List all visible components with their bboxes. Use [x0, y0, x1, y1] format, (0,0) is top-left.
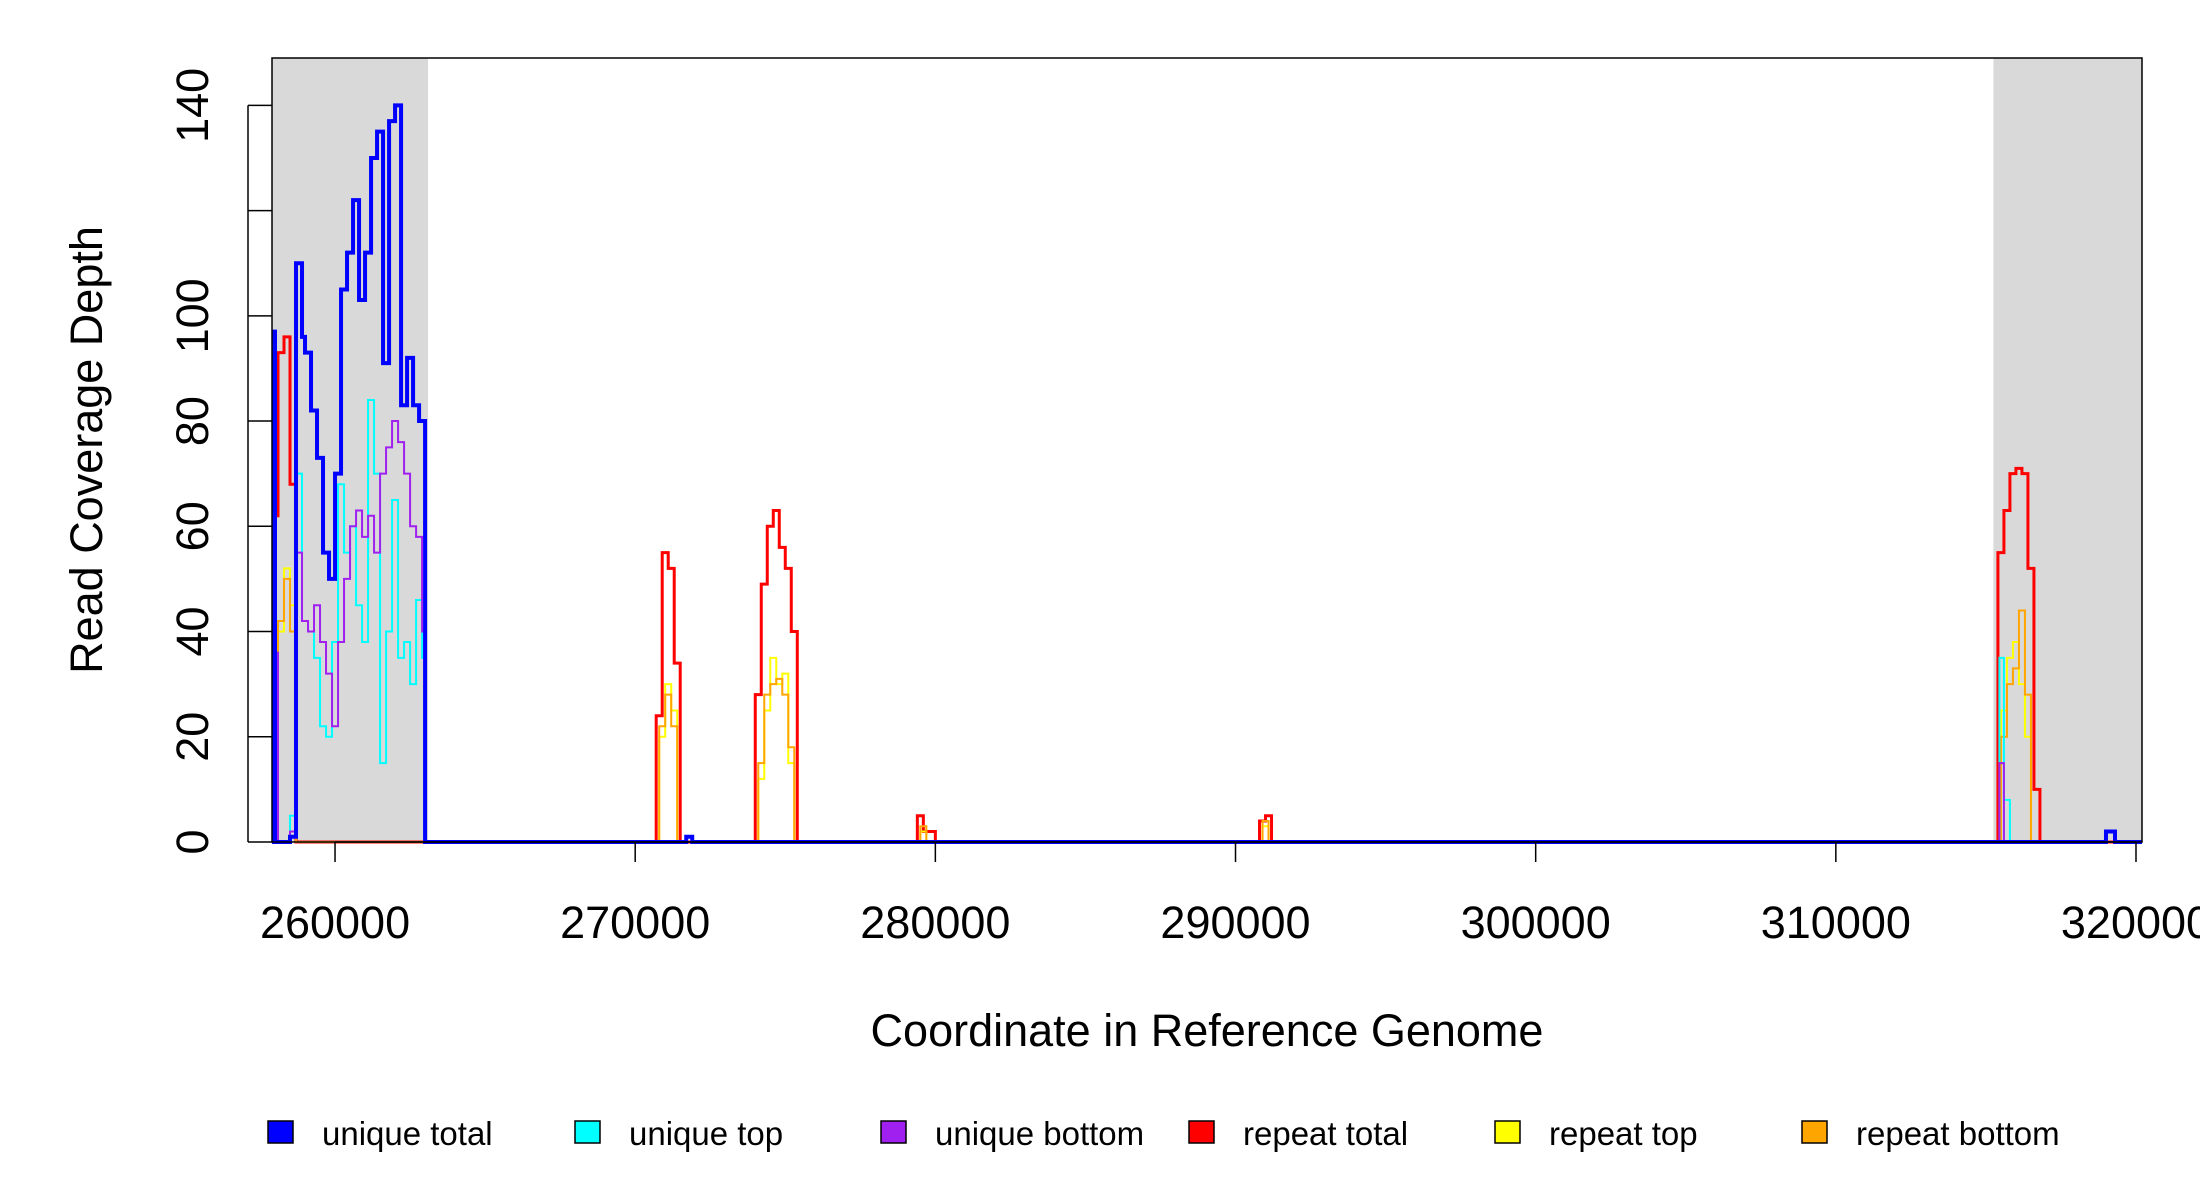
- y-tick-label: 0: [167, 829, 218, 854]
- x-tick-label: 320000: [2061, 897, 2200, 948]
- x-tick-label: 310000: [1761, 897, 1911, 948]
- series-lines: [271, 103, 2142, 844]
- legend-item: unique total: [267, 1115, 493, 1152]
- legend-swatch: [1188, 1120, 1215, 1144]
- x-tick-label: 260000: [260, 897, 410, 948]
- legend-item: unique bottom: [880, 1115, 1144, 1152]
- legend-label: unique top: [629, 1115, 783, 1152]
- y-tick-label: 80: [167, 396, 218, 446]
- y-tick-label: 20: [167, 712, 218, 762]
- legend-label: repeat bottom: [1856, 1115, 2060, 1152]
- legend: unique total unique top unique bottom repea…: [267, 1115, 2060, 1152]
- plot-frame: [271, 57, 2143, 843]
- y-axis-title: Read Coverage Depth: [61, 226, 112, 674]
- x-tick-label: 270000: [560, 897, 710, 948]
- legend-item: repeat top: [1494, 1115, 1698, 1152]
- legend-swatch: [880, 1120, 907, 1144]
- legend-label: unique bottom: [935, 1115, 1144, 1152]
- x-tick-label: 280000: [860, 897, 1010, 948]
- legend-swatch: [1801, 1120, 1828, 1144]
- x-tick-label: 290000: [1160, 897, 1310, 948]
- series-line-repeat-top: [272, 567, 2142, 843]
- x-axis: 260000 270000 280000 290000 300000 310000 3200…: [260, 841, 2200, 948]
- legend-label: repeat total: [1243, 1115, 1408, 1152]
- legend-swatch: [1494, 1120, 1521, 1144]
- x-tick-label: 300000: [1461, 897, 1611, 948]
- y-tick-label: 100: [167, 278, 218, 353]
- legend-item: unique top: [574, 1115, 783, 1152]
- y-tick-label: 40: [167, 606, 218, 656]
- legend-label: repeat top: [1549, 1115, 1698, 1152]
- y-axis: 0 20 40 60 80 100 140: [167, 68, 272, 855]
- x-axis-title: Coordinate in Reference Genome: [871, 1005, 1544, 1056]
- legend-swatch: [574, 1120, 601, 1144]
- series-line-unique-top: [272, 399, 2142, 843]
- shaded-region-2: [1993, 58, 2142, 842]
- series-line-unique-bottom: [272, 420, 2142, 843]
- series-line-repeat-total: [272, 335, 2142, 844]
- y-tick-label: 60: [167, 501, 218, 551]
- series-line-repeat-bottom: [272, 577, 2142, 843]
- legend-item: repeat total: [1188, 1115, 1408, 1152]
- series-line-unique-total: [271, 103, 2142, 844]
- shaded-regions: [272, 58, 2142, 842]
- legend-swatch: [267, 1120, 294, 1144]
- y-tick-label: 140: [167, 68, 218, 143]
- legend-label: unique total: [322, 1115, 493, 1152]
- legend-item: repeat bottom: [1801, 1115, 2060, 1152]
